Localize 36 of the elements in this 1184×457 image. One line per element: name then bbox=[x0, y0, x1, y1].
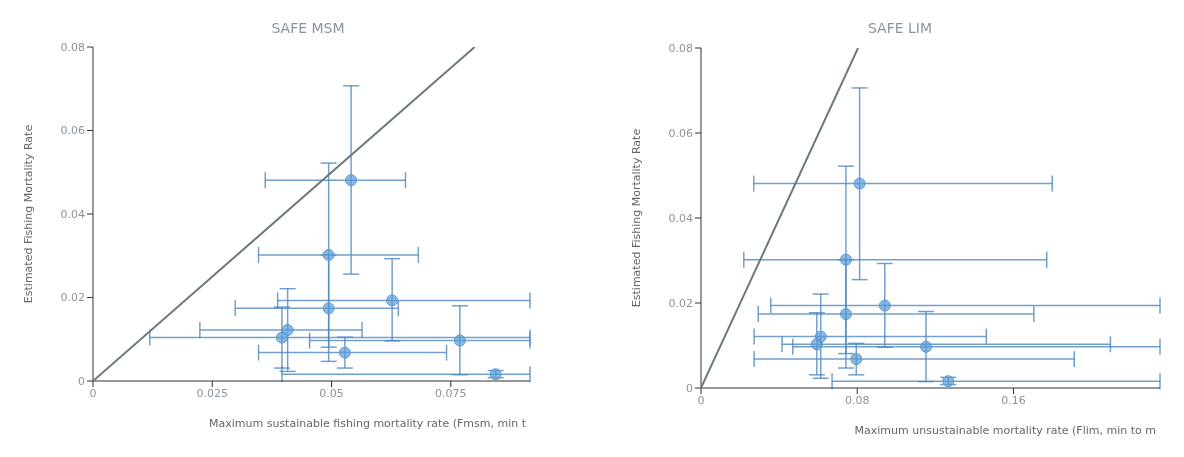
chart-title: SAFE MSM bbox=[270, 20, 346, 36]
point bbox=[322, 302, 335, 315]
y-tick-label: 0.04 bbox=[60, 207, 85, 221]
y-tick-label: 0 bbox=[78, 374, 85, 388]
point bbox=[386, 294, 399, 307]
y-tick-label: 0.02 bbox=[668, 296, 693, 310]
point bbox=[839, 308, 852, 321]
point bbox=[338, 346, 351, 359]
x-tick-label: 0.16 bbox=[1001, 393, 1026, 407]
x-tick-label: 0.08 bbox=[845, 393, 870, 407]
point bbox=[453, 334, 466, 347]
y-tick-label: 0.06 bbox=[668, 126, 693, 140]
point bbox=[322, 248, 335, 261]
point bbox=[920, 340, 933, 353]
point bbox=[810, 338, 823, 351]
y-tick-label: 0.08 bbox=[668, 41, 693, 55]
point bbox=[853, 177, 866, 190]
x-axis-title: Maximum unsustainable mortality rate (Flim, min to m bbox=[854, 424, 1156, 437]
x-tick-label: 0 bbox=[697, 393, 705, 407]
y-tick-label: 0.02 bbox=[60, 291, 85, 305]
x-tick-label: 0 bbox=[89, 386, 97, 400]
y-tick-label: 0.08 bbox=[60, 40, 85, 54]
y-axis-title: Estimated Fishing Mortality Rate bbox=[21, 124, 35, 304]
point bbox=[839, 253, 852, 266]
point bbox=[878, 299, 891, 312]
y-axis-title: Estimated Fishing Mortality Rate bbox=[629, 128, 643, 308]
point bbox=[850, 353, 863, 366]
y-tick-label: 0.04 bbox=[668, 211, 693, 225]
x-axis-title: Maximum sustainable fishing mortality rate (Fmsm, min t bbox=[208, 417, 527, 430]
point bbox=[345, 174, 358, 187]
y-tick-label: 0.06 bbox=[60, 124, 85, 138]
chart-title: SAFE LIM bbox=[866, 20, 934, 36]
x-tick-label: 0.025 bbox=[196, 386, 229, 400]
point bbox=[275, 331, 288, 344]
x-tick-label: 0.05 bbox=[319, 386, 344, 400]
x-tick-label: 0.075 bbox=[435, 386, 467, 400]
